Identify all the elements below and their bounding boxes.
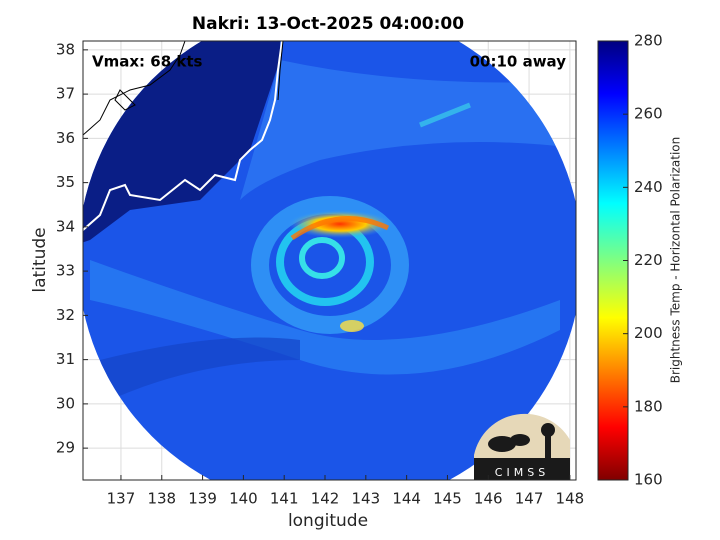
x-tick-label: 137 [107, 490, 136, 508]
y-tick-label: 36 [56, 129, 75, 147]
y-tick-label: 31 [56, 350, 75, 368]
colorbar-tick-label: 180 [634, 397, 663, 415]
plot-frame [82, 40, 577, 481]
y-tick-label: 37 [56, 85, 75, 103]
x-tick-label: 143 [352, 490, 381, 508]
cimss-logo [474, 413, 570, 480]
annotation: 00:10 away [470, 53, 567, 71]
x-tick-label: 139 [188, 490, 217, 508]
logo-text: CIMSS [495, 466, 549, 479]
x-tick-label: 146 [474, 490, 503, 508]
x-tick-label: 142 [311, 490, 340, 508]
imagery [83, 41, 576, 480]
colorbar-tick-label: 220 [634, 251, 663, 269]
x-axis-label: longitude [288, 511, 368, 531]
y-tick-label: 38 [56, 40, 75, 58]
colorbar-tick-label: 160 [634, 471, 663, 489]
x-tick-label: 138 [147, 490, 176, 508]
x-tick-label: 145 [433, 490, 462, 508]
y-tick-label: 34 [56, 217, 75, 235]
colorbar-tick-label: 280 [634, 32, 663, 50]
y-tick-label: 35 [56, 173, 75, 191]
y-axis-label: latitude [30, 227, 50, 292]
colorbar-tick-label: 200 [634, 324, 663, 342]
colorbar-label: Brightness Temp - Horizontal Polarizatio… [669, 137, 683, 384]
colorbar-tick-label: 260 [634, 105, 663, 123]
y-tick-label: 29 [56, 439, 75, 457]
y-tick-label: 30 [56, 394, 75, 412]
chart-title: Nakri: 13-Oct-2025 04:00:00 [192, 14, 464, 34]
x-tick-label: 148 [556, 490, 585, 508]
annotation: Vmax: 68 kts [92, 53, 202, 71]
colorbar-tick-label: 240 [634, 178, 663, 196]
x-tick-label: 140 [229, 490, 258, 508]
y-tick-label: 33 [56, 262, 75, 280]
x-tick-label: 141 [270, 490, 299, 508]
x-tick-label: 147 [515, 490, 544, 508]
x-tick-label: 144 [392, 490, 421, 508]
y-tick-label: 32 [56, 306, 75, 324]
